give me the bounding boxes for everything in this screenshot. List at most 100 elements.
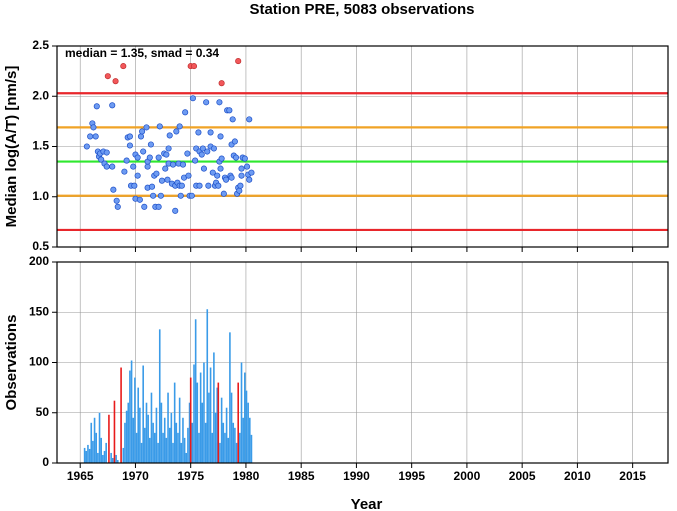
point — [198, 151, 205, 158]
point — [189, 95, 196, 102]
bar — [97, 452, 99, 463]
bar — [162, 432, 164, 463]
bar — [220, 397, 223, 463]
bar — [173, 382, 176, 463]
point — [137, 133, 145, 140]
point — [155, 203, 162, 210]
point — [134, 172, 141, 179]
point — [148, 183, 156, 190]
x-axis-label: Year — [351, 496, 383, 511]
point — [113, 197, 120, 204]
bar — [103, 450, 106, 463]
point — [210, 145, 217, 152]
point — [147, 141, 154, 148]
point — [241, 155, 248, 162]
bar — [249, 417, 251, 463]
point — [246, 116, 253, 123]
point — [134, 154, 141, 161]
bar — [150, 392, 153, 463]
bar — [217, 382, 220, 463]
x-tick-label: 2000 — [454, 469, 481, 483]
chart-title: Station PRE, 5083 observations — [249, 1, 474, 18]
point — [141, 203, 148, 210]
point — [104, 73, 111, 80]
point — [123, 157, 130, 164]
x-tick-label: 2015 — [619, 469, 646, 483]
bar — [147, 414, 149, 463]
point — [192, 157, 199, 164]
bar — [209, 367, 212, 463]
bar — [224, 432, 226, 463]
x-tick-label: 1970 — [122, 469, 149, 483]
point — [110, 186, 117, 193]
plot-frame — [56, 261, 669, 464]
bar — [87, 444, 89, 463]
bar — [175, 422, 178, 463]
point — [216, 99, 223, 106]
point — [165, 145, 172, 152]
bar — [172, 442, 174, 463]
point — [238, 172, 245, 179]
y-tick-label: 2.0 — [32, 88, 49, 102]
bar — [206, 309, 209, 463]
x-tick-label: 2005 — [509, 469, 536, 483]
bar — [92, 440, 94, 463]
bar — [102, 454, 104, 463]
y-tick-label: 50 — [36, 405, 50, 419]
bar — [227, 437, 230, 463]
bar — [177, 432, 179, 463]
bar — [134, 377, 136, 463]
bar — [140, 442, 143, 463]
point — [203, 99, 210, 106]
point — [246, 176, 253, 183]
bar — [242, 417, 244, 463]
point — [121, 168, 128, 175]
point — [185, 172, 192, 179]
bar — [194, 319, 197, 463]
bar — [183, 437, 186, 463]
bar — [144, 427, 146, 463]
point — [195, 129, 202, 136]
bar — [170, 412, 173, 463]
point — [179, 161, 187, 168]
point — [182, 109, 189, 116]
point — [184, 150, 191, 157]
bar — [232, 422, 235, 463]
point — [232, 154, 240, 161]
bar — [222, 422, 225, 463]
bar — [188, 402, 191, 463]
point — [248, 169, 255, 176]
bar — [88, 448, 91, 463]
bar — [127, 402, 130, 463]
point — [177, 192, 184, 199]
bar — [187, 427, 189, 463]
x-tick-label: 1965 — [67, 469, 94, 483]
point — [126, 133, 133, 140]
x-tick-label: 1975 — [177, 469, 204, 483]
bar — [230, 392, 233, 463]
bar — [110, 452, 112, 463]
bar — [191, 422, 194, 463]
bar — [167, 392, 169, 463]
bar — [142, 365, 144, 463]
bar — [108, 414, 110, 463]
point — [114, 203, 121, 210]
bar — [90, 422, 93, 463]
x-tick-label: 1985 — [288, 469, 315, 483]
y-tick-label: 200 — [29, 254, 49, 268]
point — [235, 58, 242, 65]
point — [222, 176, 230, 183]
point — [140, 148, 147, 155]
point — [215, 182, 222, 189]
bar — [139, 407, 141, 463]
bar — [219, 442, 221, 463]
bar — [116, 459, 119, 463]
bar — [189, 377, 192, 463]
bar — [85, 450, 88, 463]
x-tick-label: 1990 — [343, 469, 370, 483]
point — [93, 103, 100, 110]
point — [238, 165, 245, 172]
bar — [214, 412, 217, 463]
point — [207, 129, 214, 136]
